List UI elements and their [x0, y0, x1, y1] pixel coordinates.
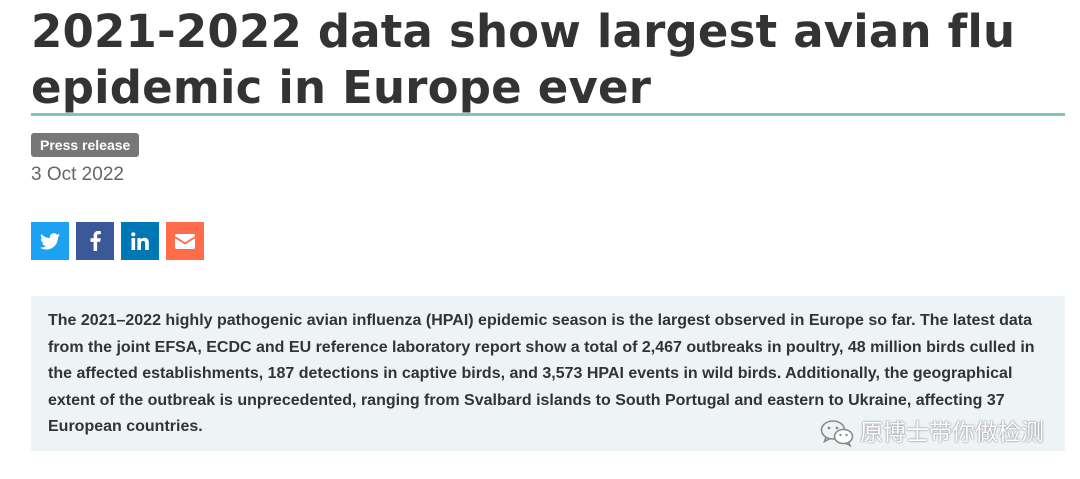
share-twitter-button[interactable]: [31, 222, 69, 260]
share-linkedin-button[interactable]: [121, 222, 159, 260]
title-divider: [31, 113, 1065, 116]
share-facebook-button[interactable]: [76, 222, 114, 260]
email-icon: [175, 233, 195, 249]
watermark: 原博士带你做检测: [820, 418, 1044, 448]
article-intro-text: The 2021–2022 highly pathogenic avian in…: [48, 312, 1035, 435]
share-bar: [31, 222, 204, 260]
publication-date: 3 Oct 2022: [31, 164, 124, 185]
article-intro-box: The 2021–2022 highly pathogenic avian in…: [31, 296, 1065, 451]
wechat-icon: [820, 420, 854, 447]
watermark-text: 原博士带你做检测: [860, 420, 1044, 446]
facebook-icon: [90, 231, 101, 251]
share-email-button[interactable]: [166, 222, 204, 260]
linkedin-icon: [131, 232, 149, 250]
twitter-icon: [40, 232, 60, 249]
page-title: 2021-2022 data show largest avian flu ep…: [31, 5, 1016, 114]
content-type-badge: Press release: [31, 133, 140, 157]
